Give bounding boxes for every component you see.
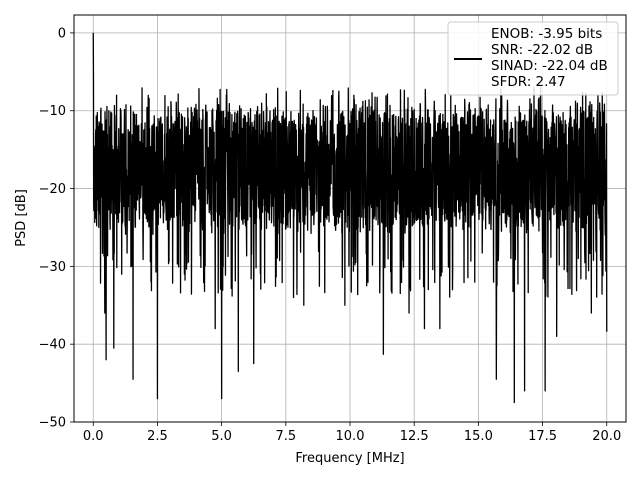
legend-box <box>447 21 619 96</box>
y-tick-label: 0 <box>58 26 66 41</box>
legend-entry-sinad: SINAD: -22.04 dB <box>491 58 608 74</box>
psd-series-line <box>92 32 608 404</box>
y-axis-ticks: 0 −10 −20 −30 −40 −50 <box>39 26 74 431</box>
x-tick-label: 15.0 <box>464 429 493 444</box>
x-axis-label: Frequency [MHz] <box>295 451 404 466</box>
y-axis-label: PSD [dB] <box>14 189 29 247</box>
x-tick-label: 0.0 <box>83 429 104 444</box>
x-tick-label: 5.0 <box>211 429 232 444</box>
legend-entry-sfdr: SFDR: 2.47 <box>491 74 566 90</box>
x-tick-label: 2.5 <box>147 429 168 444</box>
legend: ENOB: -3.95 bits SNR: -22.02 dB SINAD: -… <box>447 21 619 96</box>
x-tick-label: 12.5 <box>400 429 429 444</box>
y-tick-label: −50 <box>39 416 66 431</box>
y-tick-label: −40 <box>39 338 66 353</box>
y-tick-label: −20 <box>39 182 66 197</box>
legend-entry-snr: SNR: -22.02 dB <box>491 42 593 58</box>
plot-area <box>92 32 608 404</box>
x-tick-label: 17.5 <box>528 429 557 444</box>
x-tick-label: 20.0 <box>592 429 621 444</box>
y-tick-label: −30 <box>39 260 66 275</box>
x-tick-label: 10.0 <box>336 429 365 444</box>
x-axis-ticks: 0.0 2.5 5.0 7.5 10.0 12.5 15.0 17.5 20.0 <box>83 422 621 444</box>
x-tick-label: 7.5 <box>275 429 296 444</box>
legend-entry-enob: ENOB: -3.95 bits <box>491 26 602 42</box>
y-tick-label: −10 <box>39 104 66 119</box>
